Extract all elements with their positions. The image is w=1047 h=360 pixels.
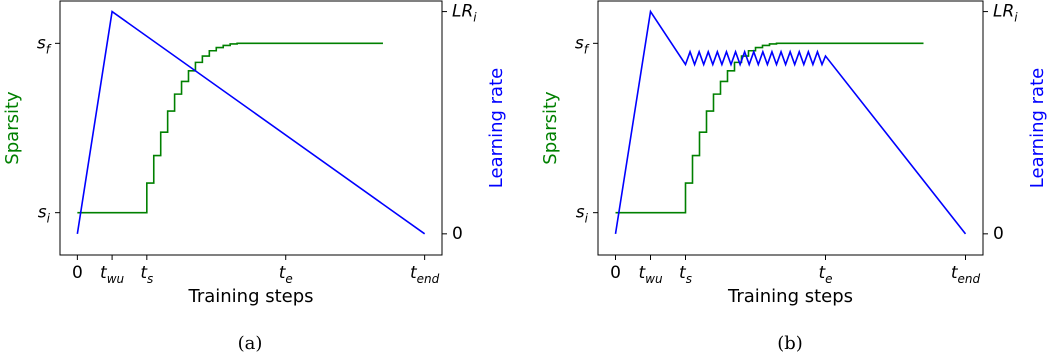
y-right-axis-label: Learning rate [486,68,507,188]
x-axis-label: Training steps [727,286,853,307]
learning-rate-series [76,10,426,235]
x-tick-label: twu [100,263,124,286]
y-left-tick-label: sf [575,33,590,56]
sparsity-series [77,42,383,214]
x-tick-label: te [279,263,293,286]
panel-caption: (a) [238,333,263,354]
plot-frame [597,0,984,256]
y-right-tick-label: LRi [993,2,1018,25]
y-left-axis-label: Sparsity [2,91,23,165]
y-left-tick-label: sf [37,33,52,56]
x-tick-label: te [818,263,832,286]
x-tick-label: twu [638,263,662,286]
x-tick-label: ts [679,263,692,286]
chart-panel-a: 0 twu ts te tend si sf 0 LRi Training steps Sparsi… [2,0,507,354]
x-tick-label: tend [951,263,981,286]
x-tick-label: 0 [610,263,621,283]
y-left-tick-label: si [38,203,51,226]
x-tick-label: tend [410,263,440,286]
x-tick-label: ts [140,263,153,286]
panel-caption: (b) [777,333,803,354]
sparsity-series [615,42,924,214]
plot-frame [59,0,443,256]
y-right-tick-label: 0 [993,224,1004,244]
y-right-tick-label: 0 [452,224,463,244]
learning-rate-series [614,9,967,235]
y-left-axis-label: Sparsity [540,91,561,165]
y-left-tick-label: si [576,203,589,226]
x-tick-label: 0 [72,263,83,283]
y-right-axis-label: Learning rate [1027,68,1047,188]
chart-panel-b: 0 twu ts te tend si sf 0 LRi Training steps Sparsi… [540,0,1047,354]
y-right-tick-label: LRi [452,2,477,25]
x-axis-label: Training steps [187,286,313,307]
